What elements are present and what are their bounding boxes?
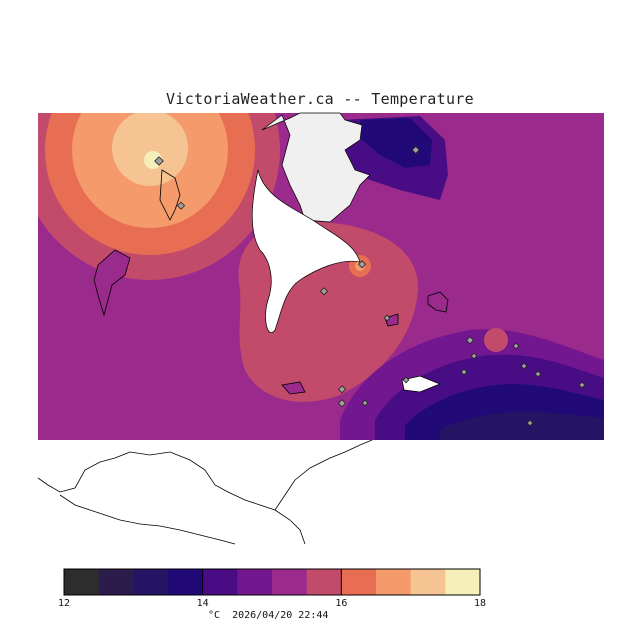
island-south (281, 381, 306, 395)
colorbar-swatch (237, 569, 273, 595)
station-marker (470, 352, 478, 360)
colorbar-swatch (341, 569, 377, 595)
colorbar-tick-14: 14 (196, 598, 209, 609)
olympic-coast-2 (274, 509, 306, 545)
station-marker (154, 156, 164, 166)
land-south (38, 440, 604, 544)
timestamp: 2026/04/20 22:44 (232, 610, 329, 621)
island-victoria (401, 375, 442, 393)
map-title: VictoriaWeather.ca -- Temperature (166, 90, 474, 108)
station-marker (337, 399, 347, 408)
island-small (159, 169, 181, 221)
footer: °C 2026/04/20 22:44 (208, 610, 334, 621)
station-marker (357, 260, 367, 269)
station-marker (512, 342, 520, 350)
station-marker (383, 314, 391, 322)
colorbar-tick-18: 18 (474, 598, 487, 609)
colorbar-swatch (376, 569, 412, 595)
colorbar-swatch (133, 569, 169, 595)
station-marker (520, 362, 528, 370)
saanich-inlet (261, 112, 371, 223)
colorbar-swatch (445, 569, 481, 595)
station-marker (578, 381, 586, 389)
units-label: °C (208, 610, 221, 621)
colorbar-swatch (64, 569, 100, 595)
temperature-field (38, 113, 604, 440)
colorbar-swatch (272, 569, 308, 595)
station-marker (402, 376, 410, 384)
station-marker (460, 368, 468, 376)
station-marker (176, 201, 186, 210)
colorbar-swatch (306, 569, 342, 595)
station-marker (534, 370, 542, 378)
station-marker (337, 385, 347, 394)
colorbar-tick-16: 16 (335, 598, 348, 609)
colorbar-swatch (202, 569, 238, 595)
station-marker (319, 287, 329, 296)
station-marker (526, 419, 534, 427)
colorbar (63, 568, 481, 596)
colorbar-swatch (168, 569, 204, 595)
station-markers (154, 145, 586, 427)
station-marker (361, 399, 369, 407)
station-marker (465, 336, 475, 345)
olympic-coastline (37, 439, 373, 545)
colorbar-swatch (410, 569, 446, 595)
colorbar-tick-12: 12 (58, 598, 71, 609)
station-marker (411, 145, 420, 155)
inlet-arm (251, 169, 361, 333)
island-west (93, 249, 131, 317)
colorbar-swatch (98, 569, 134, 595)
island-ne (427, 291, 449, 313)
